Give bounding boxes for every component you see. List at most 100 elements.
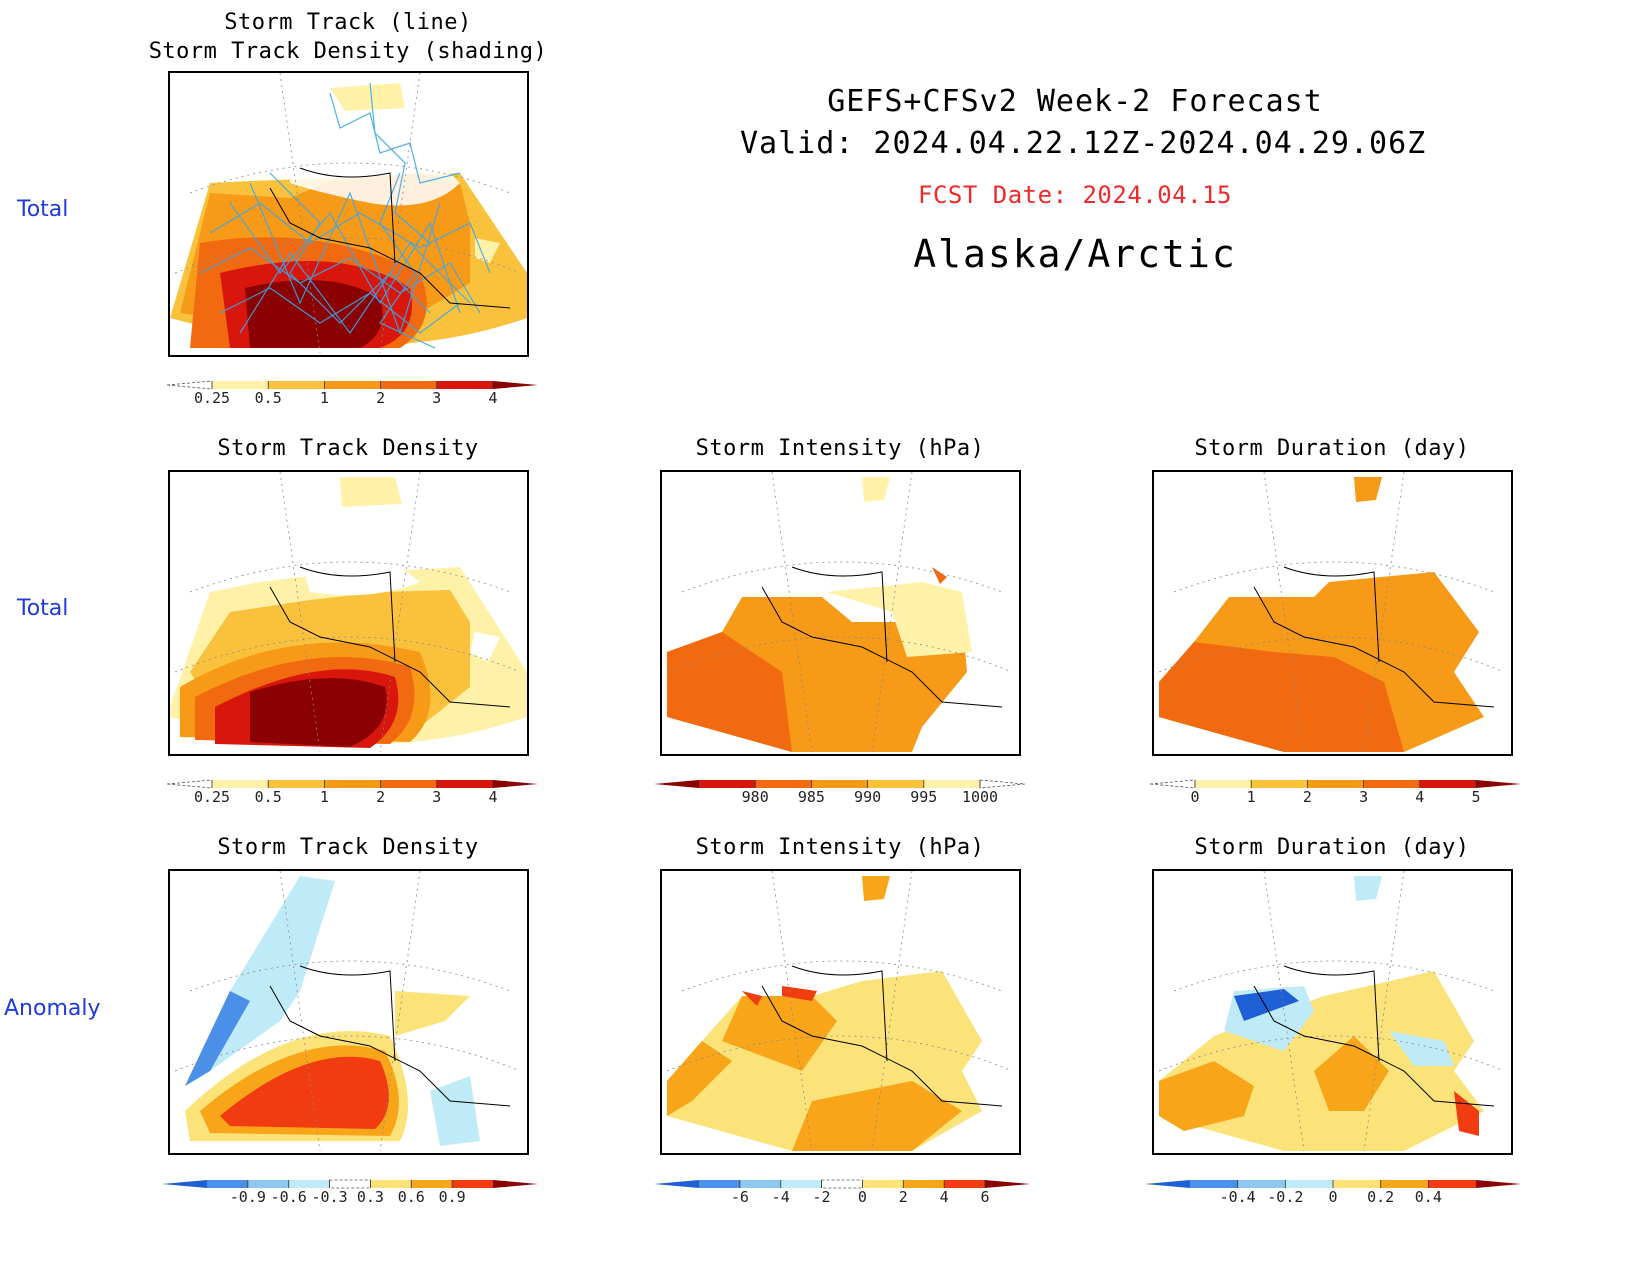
colorbar-left-arrow <box>166 779 213 789</box>
colorbar-segment <box>699 1180 740 1188</box>
colorbar-right-arrow <box>979 779 1026 789</box>
colorbar-label: 2 <box>376 389 385 406</box>
colorbar-segment <box>1419 780 1476 788</box>
colorbar-segment <box>370 1180 412 1188</box>
row-label-total-2: Total <box>17 596 69 621</box>
colorbar-segment <box>1195 780 1252 788</box>
colorbar-label: 1 <box>320 788 329 805</box>
colorbar-segment <box>436 381 493 389</box>
colorbar-segment <box>324 780 381 788</box>
colorbar-label: 0.5 <box>255 788 282 805</box>
colorbar-label: 0.25 <box>194 788 230 805</box>
colorbar-label: 980 <box>742 788 769 805</box>
colorbar-segment <box>923 780 980 788</box>
map-storm-track-total <box>168 71 529 357</box>
colorbar-right-arrow <box>985 1180 1030 1188</box>
panel6-title: Storm Intensity (hPa) <box>695 835 985 860</box>
colorbar-duration-total: 0 1 2 3 4 5 <box>1149 779 1521 805</box>
colorbar-right-arrow <box>493 780 538 788</box>
colorbar-label: 0.2 <box>1367 1188 1394 1205</box>
colorbar-segment <box>1237 1180 1286 1188</box>
colorbar-segment <box>212 381 269 389</box>
colorbar-segment <box>1380 1180 1429 1188</box>
colorbar-right-arrow <box>493 1180 538 1188</box>
colorbar-label: 0 <box>858 1188 867 1205</box>
panel1-title-shading: Storm Track Density (shading) <box>148 39 548 64</box>
panel7-title: Storm Duration (day) <box>1194 835 1470 860</box>
colorbar-label: 995 <box>910 788 937 805</box>
colorbar-segment <box>699 780 756 788</box>
colorbar-label: 5 <box>1471 788 1480 805</box>
colorbar-label: -0.9 <box>230 1188 266 1205</box>
colorbar-label: 1 <box>320 389 329 406</box>
colorbar-segment <box>903 1180 945 1188</box>
colorbar-left-arrow <box>654 780 699 788</box>
colorbar-segment <box>1363 780 1420 788</box>
colorbar-label: 3 <box>432 389 441 406</box>
colorbar-segment <box>739 1180 781 1188</box>
colorbar-label: -0.3 <box>312 1188 348 1205</box>
colorbar-duration-anomaly: -0.4 -0.2 0 0.2 0.4 <box>1145 1180 1521 1205</box>
colorbar-segment <box>329 1179 371 1189</box>
panel2-title: Storm Track Density <box>217 436 479 461</box>
colorbar-label: 985 <box>798 788 825 805</box>
colorbar-intensity-total: 980 985 990 995 1000 <box>654 779 1026 805</box>
colorbar-segment <box>436 780 493 788</box>
row-label-anomaly: Anomaly <box>4 996 101 1021</box>
colorbar-label: 4 <box>488 788 497 805</box>
colorbar-segment <box>862 1180 904 1188</box>
colorbar-segment <box>1190 1180 1238 1188</box>
colorbar-segment <box>821 1179 863 1189</box>
colorbar-label: 4 <box>940 1188 949 1205</box>
colorbar-label: 0.9 <box>439 1188 466 1205</box>
colorbar-left-arrow <box>654 1180 699 1188</box>
colorbar-label: 0 <box>1190 788 1199 805</box>
colorbar-label: 3 <box>432 788 441 805</box>
panel4-title: Storm Duration (day) <box>1194 436 1470 461</box>
colorbar-density-total-2: 0.25 0.5 1 2 3 4 <box>166 779 538 805</box>
colorbar-segment <box>755 780 812 788</box>
colorbar-intensity-anomaly: -6 -4 -2 0 2 4 6 <box>654 1179 1030 1205</box>
colorbar-segment <box>380 780 437 788</box>
map-duration-anomaly <box>1152 869 1513 1155</box>
valid-period: Valid: 2024.04.22.12Z-2024.04.29.06Z <box>740 126 1427 161</box>
colorbar-label: 6 <box>980 1188 989 1205</box>
colorbar-segment <box>811 780 868 788</box>
colorbar-segment <box>268 381 325 389</box>
colorbar-label: 4 <box>1415 788 1424 805</box>
colorbar-label: 1000 <box>962 788 998 805</box>
colorbar-segment <box>1307 780 1364 788</box>
colorbar-label: -0.4 <box>1220 1188 1256 1205</box>
row-label-total-1: Total <box>17 197 69 222</box>
map-storm-track-density <box>168 470 529 756</box>
colorbar-right-arrow <box>1476 1180 1521 1188</box>
region-name: Alaska/Arctic <box>913 232 1237 276</box>
colorbar-segment <box>268 780 325 788</box>
panel5-title: Storm Track Density <box>217 835 479 860</box>
colorbar-segment <box>380 381 437 389</box>
forecast-title: GEFS+CFSv2 Week-2 Forecast <box>827 84 1323 119</box>
map-intensity-anomaly <box>660 869 1021 1155</box>
colorbar-left-arrow <box>166 380 213 390</box>
colorbar-label: -0.2 <box>1267 1188 1303 1205</box>
colorbar-segment <box>288 1180 330 1188</box>
panel3-title: Storm Intensity (hPa) <box>695 436 985 461</box>
colorbar-segment <box>411 1180 453 1188</box>
colorbar-left-arrow <box>1149 779 1196 789</box>
colorbar-segment <box>324 381 381 389</box>
colorbar-label: -6 <box>731 1188 749 1205</box>
colorbar-label: 2 <box>1303 788 1312 805</box>
colorbar-segment <box>207 1180 248 1188</box>
colorbar-label: 0.25 <box>194 389 230 406</box>
colorbar-label: 0 <box>1328 1188 1337 1205</box>
panel1-title-line: Storm Track (line) <box>224 10 472 35</box>
colorbar-segment <box>1428 1180 1476 1188</box>
map-storm-duration <box>1152 470 1513 756</box>
map-density-anomaly <box>168 869 529 1155</box>
colorbar-label: 3 <box>1359 788 1368 805</box>
colorbar-segment <box>1251 780 1308 788</box>
colorbar-label: 0.6 <box>398 1188 425 1205</box>
colorbar-density-total-1: 0.25 0.5 1 2 3 4 <box>166 380 538 406</box>
forecast-date: FCST Date: 2024.04.15 <box>918 181 1232 209</box>
colorbar-segment <box>452 1180 493 1188</box>
